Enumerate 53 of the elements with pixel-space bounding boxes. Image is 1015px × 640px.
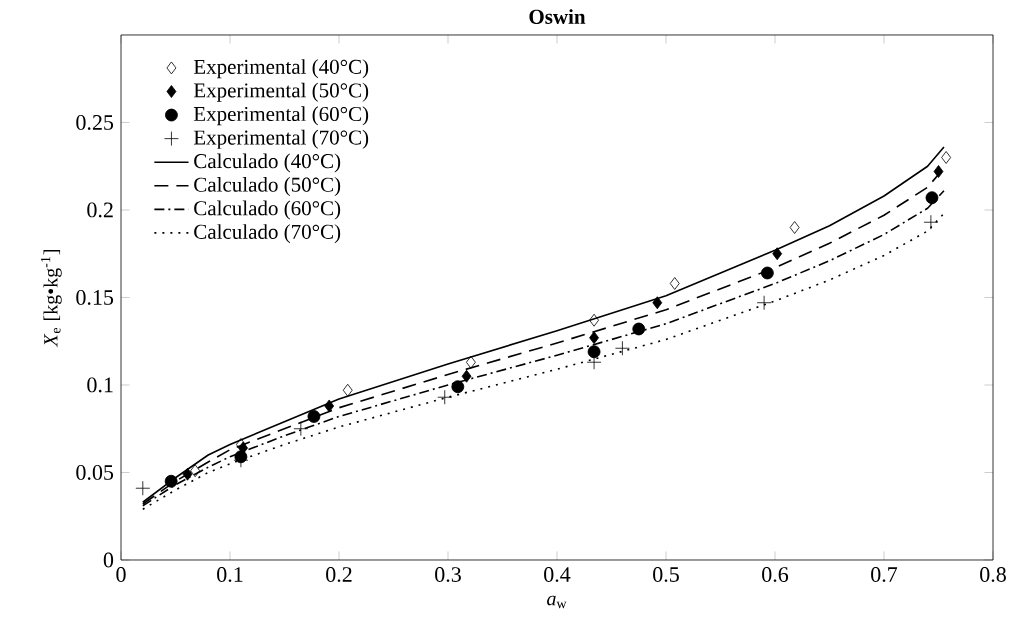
point [324,399,335,413]
y-tick-label: 0.1 [87,377,113,393]
x-tick-label: 0.7 [871,567,898,582]
point [925,191,939,205]
point [293,421,309,437]
point [756,295,772,311]
legend-label: Experimental (60°C) [193,106,369,126]
legend-label: Calculado (70°C) [194,224,341,244]
point [466,355,476,369]
legend-label: Calculado (50°C) [194,177,341,197]
legend-label: Experimental (70°C) [193,129,369,149]
x-tick-label: 0.3 [435,567,461,582]
y-tick-label: 0.2 [87,202,113,218]
point [190,464,201,478]
y-tick-label: 0.25 [76,115,114,130]
point [589,313,599,327]
point [652,296,663,310]
legend-label: Experimental (40°C) [193,59,369,79]
point [941,151,952,164]
point [669,277,680,290]
point [587,345,601,359]
legend-label: Experimental (50°C) [193,82,369,102]
point [437,389,453,405]
x-tick-label: 0.2 [326,567,352,582]
point [461,369,472,383]
x-tick-label: 0 [116,567,126,582]
x-tick-label: 0.6 [762,567,789,582]
x-tick-label: 0.5 [653,567,679,582]
legend-label: Calculado (40°C) [194,153,341,173]
point [615,340,630,356]
point [451,380,465,394]
point [164,474,178,488]
y-tick-label: 0.15 [76,290,114,305]
point [632,322,646,336]
point [342,383,353,397]
y-tick-label: 0.05 [76,465,114,480]
point [923,214,939,230]
x-tick-label: 0.8 [980,567,1006,582]
x-tick-label: 0.4 [544,567,571,582]
point [789,221,800,234]
point [760,266,774,280]
x-axis-title: a$_{w}$ [547,595,567,609]
point [182,467,193,481]
point [589,331,599,345]
y-tick-label: 0 [103,552,114,568]
point [307,410,321,423]
point [772,247,783,261]
chart-title: Oswin [529,9,586,24]
point [135,480,151,496]
legend-label: Calculado (60°C) [194,200,341,220]
x-tick-label: 0.1 [217,567,243,582]
point [933,165,944,178]
y-axis-title: X$_{e}$ [kg•kg$^{-1}$] [40,249,62,348]
